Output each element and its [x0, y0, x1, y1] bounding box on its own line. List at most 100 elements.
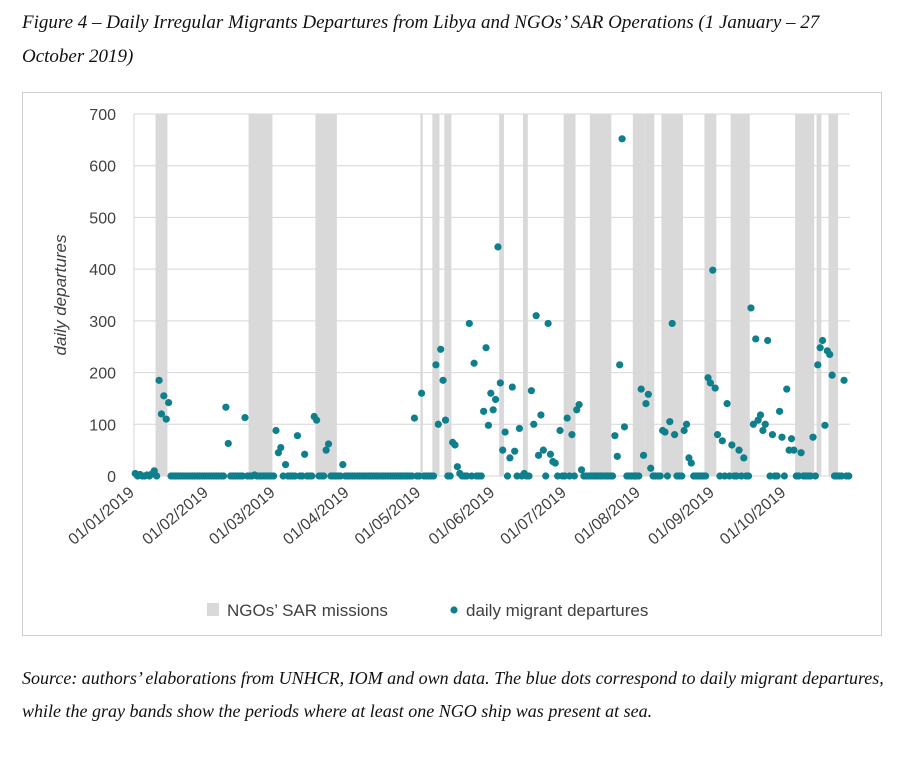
departure-dot [656, 472, 664, 480]
y-tick-label: 400 [89, 262, 116, 279]
departure-dot [277, 443, 285, 452]
departure-dot [816, 344, 824, 352]
departure-dot [157, 410, 166, 418]
departure-dot [756, 411, 765, 419]
departure-dot [718, 437, 726, 445]
departure-dot [241, 413, 249, 422]
y-tick-label: 0 [107, 469, 116, 486]
departure-dot [482, 344, 490, 352]
departure-dot [539, 446, 547, 454]
departure-dot [620, 423, 629, 431]
departure-dot [826, 350, 834, 359]
departure-dot [515, 424, 524, 433]
departure-dot [322, 446, 330, 454]
departure-dot [570, 472, 578, 480]
departure-dot [451, 441, 459, 449]
departure-dot [728, 441, 736, 449]
departure-dot [417, 389, 426, 397]
departure-dot [821, 421, 829, 429]
x-tick-label: 01/07/2019 [497, 484, 569, 549]
departure-dot [611, 432, 619, 440]
departure-dot [308, 472, 316, 480]
sar-mission-band [661, 114, 683, 476]
sar-mission-band [420, 114, 423, 476]
x-tick-label: 01/04/2019 [280, 484, 352, 549]
departure-dot [489, 406, 497, 414]
departure-dot [465, 319, 473, 328]
departure-dot [575, 401, 583, 409]
departure-dot [441, 416, 450, 424]
y-tick-label: 200 [89, 366, 116, 383]
departure-dot [670, 431, 679, 439]
departure-dot [635, 472, 643, 480]
departure-dot [527, 387, 535, 395]
departure-dot [508, 383, 516, 391]
x-tick-label: 01/10/2019 [717, 484, 789, 549]
departure-dot [840, 376, 848, 384]
sar-mission-band [744, 114, 750, 476]
departure-dot [155, 376, 163, 384]
departure-dot [530, 420, 538, 428]
departure-dot [324, 440, 333, 448]
sar-mission-band [444, 114, 452, 476]
departure-dot [663, 472, 672, 480]
departure-dot [532, 312, 540, 320]
y-tick-label: 700 [89, 107, 116, 124]
departure-dot [811, 472, 819, 480]
sar-mission-band [795, 114, 815, 476]
departure-dot [281, 461, 290, 469]
y-tick-label: 100 [89, 417, 116, 434]
departure-dot [272, 426, 280, 435]
departure-dot [828, 371, 836, 379]
departure-dot [480, 407, 488, 415]
departure-dot [637, 385, 645, 393]
y-tick-label: 500 [89, 210, 116, 227]
sar-mission-band [523, 114, 528, 476]
sar-mission-band [563, 114, 576, 476]
departure-dot [787, 435, 796, 443]
legend: NGOs’ SAR missions daily migrant departu… [207, 601, 648, 620]
departure-dot [702, 472, 710, 480]
departure-dot [752, 335, 760, 343]
departure-dot [339, 461, 347, 469]
departure-dot [759, 426, 767, 435]
departure-dot [616, 361, 624, 369]
departure-dot [446, 472, 454, 480]
departure-dot [768, 431, 777, 439]
departure-dots [131, 135, 853, 480]
sar-mission-band [155, 114, 168, 476]
departure-dot [494, 243, 502, 251]
departure-dot [162, 415, 170, 423]
departure-dot [809, 433, 817, 441]
sar-mission-band [730, 114, 745, 476]
figure-caption: Figure 4 – Daily Irregular Migrants Depa… [22, 12, 820, 67]
sar-mission-band [828, 114, 839, 476]
departure-dot [735, 446, 743, 454]
departure-dot [477, 472, 485, 480]
departure-dot [680, 426, 688, 435]
departure-dot [749, 420, 757, 428]
departure-dot [778, 433, 786, 441]
departure-dot [644, 390, 652, 398]
departure-dot [410, 414, 419, 422]
x-tick-label: 01/03/2019 [206, 484, 278, 549]
sar-mission-band [432, 114, 440, 476]
departure-dot [775, 407, 784, 415]
departure-dot [661, 428, 669, 436]
departure-dot [506, 454, 514, 462]
departure-dot [537, 411, 545, 419]
legend-dot-label: daily migrant departures [466, 601, 648, 620]
departure-dot [687, 459, 695, 467]
sar-mission-band [632, 114, 645, 476]
sar-mission-band [248, 114, 273, 476]
departure-dot [613, 452, 621, 460]
x-tick-label: 01/05/2019 [352, 484, 424, 549]
y-tick-label: 300 [89, 314, 116, 331]
departure-dot [780, 472, 788, 480]
departure-dot [511, 447, 519, 455]
departure-dot [608, 472, 617, 480]
y-tick-label: 600 [89, 159, 116, 176]
departure-dot [618, 135, 626, 143]
departure-dot [744, 472, 753, 480]
